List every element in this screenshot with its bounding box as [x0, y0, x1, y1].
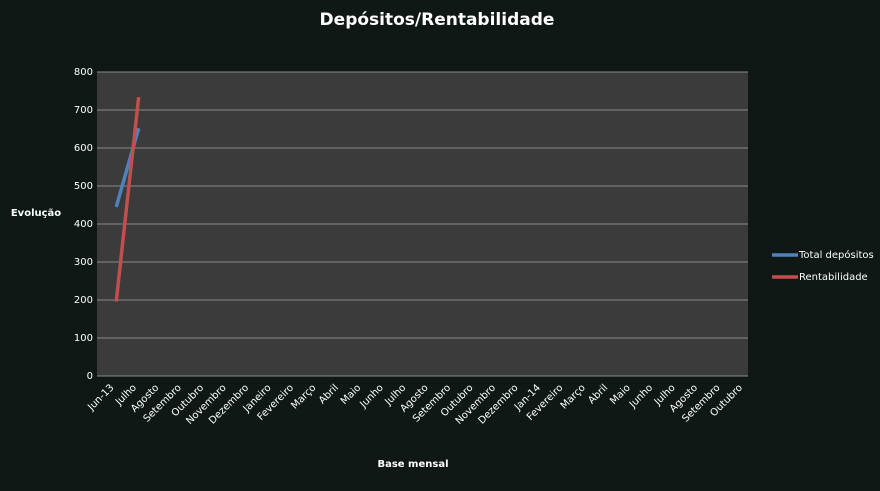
y-tick-label: 100: [74, 333, 93, 344]
series-line: [114, 96, 141, 302]
y-tick-label: 500: [74, 181, 93, 192]
legend-label: Total depósitos: [798, 249, 874, 261]
y-tick-label: 0: [87, 371, 93, 382]
y-tick-label: 400: [74, 219, 93, 230]
y-tick-label: 200: [74, 295, 93, 306]
x-axis-title: Base mensal: [377, 459, 448, 470]
y-tick-label: 600: [74, 143, 93, 154]
y-tick-label: 800: [74, 67, 93, 78]
legend-label: Rentabilidade: [799, 272, 868, 283]
chart-title: Depósitos/Rentabilidade: [320, 10, 555, 30]
y-tick-label: 300: [74, 257, 93, 268]
y-tick-label: 700: [74, 105, 93, 116]
y-axis-title: Evolução: [11, 208, 61, 219]
